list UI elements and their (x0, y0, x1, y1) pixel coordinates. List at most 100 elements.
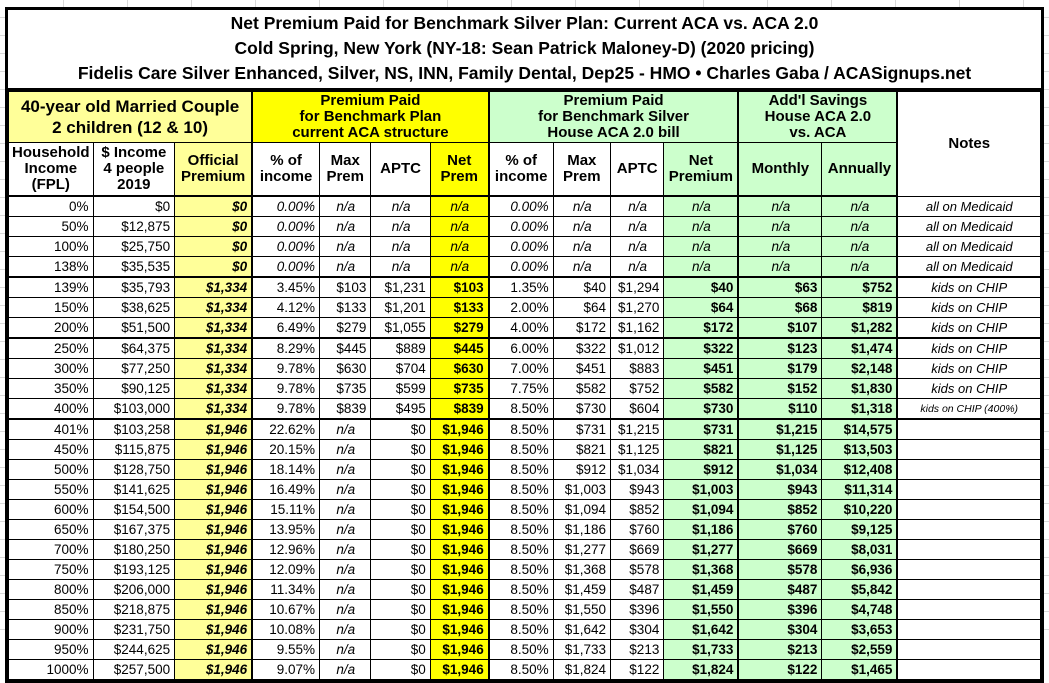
cell-aca-max-prem: n/a (319, 539, 372, 560)
cell-notes (896, 559, 1042, 580)
cell-aca2-pct-of-income: 8.50% (488, 519, 554, 540)
premium-comparison-table: Net Premium Paid for Benchmark Silver Pl… (5, 7, 1044, 683)
cell-fpl: 450% (8, 439, 94, 460)
table-title: Net Premium Paid for Benchmark Silver Pl… (8, 10, 1041, 91)
cell-fpl: 200% (8, 317, 94, 339)
cell-income-2019: $167,375 (92, 519, 176, 540)
cell-savings-monthly: $487 (737, 579, 823, 600)
cell-savings-monthly: $213 (737, 639, 823, 660)
cell-aca-max-prem: $839 (319, 398, 372, 420)
cell-aca-net-prem: n/a (429, 256, 490, 278)
column-header-aca-max-prem: Max Prem (319, 142, 372, 197)
cell-aca2-aptc: n/a (609, 216, 665, 237)
cell-notes: kids on CHIP (896, 358, 1042, 379)
cell-aca2-max-prem: $1,824 (552, 659, 612, 680)
cell-savings-monthly: $68 (737, 297, 823, 318)
cell-savings-annually: n/a (821, 256, 899, 278)
cell-aca2-net-premium: n/a (663, 256, 740, 278)
cell-aca2-net-premium: $1,094 (663, 499, 740, 520)
table-row: 550% $141,625 $1,946 16.49% n/a $0 $1,946 8.50%… (8, 479, 1042, 500)
cell-notes (896, 439, 1042, 460)
cell-aca2-max-prem: n/a (552, 256, 612, 278)
cell-aca2-net-premium: $912 (663, 459, 740, 480)
cell-savings-annually: $8,031 (821, 539, 899, 560)
cell-official-premium: $1,334 (174, 358, 254, 379)
cell-aca2-aptc: $487 (609, 579, 665, 600)
cell-aca-pct-of-income: 12.09% (251, 559, 321, 580)
cell-savings-annually: $1,830 (821, 378, 899, 399)
cell-aca2-net-premium: n/a (663, 236, 740, 257)
cell-official-premium: $1,946 (174, 459, 254, 480)
cell-aca2-net-premium: $821 (663, 439, 740, 460)
cell-aca2-max-prem: $821 (552, 439, 612, 460)
cell-aca2-net-premium: n/a (663, 195, 740, 217)
group-header-household: 40-year old Married Couple 2 children (1… (8, 91, 254, 143)
cell-savings-monthly: $63 (737, 276, 823, 298)
cell-official-premium: $1,334 (174, 317, 254, 339)
cell-official-premium: $0 (174, 236, 254, 257)
table-row: 250% $64,375 $1,334 8.29% $445 $889 $445 6.00% $… (8, 337, 1042, 359)
cell-notes (896, 539, 1042, 560)
cell-notes: kids on CHIP (896, 337, 1042, 359)
cell-savings-annually: $12,408 (821, 459, 899, 480)
cell-savings-monthly: $179 (737, 358, 823, 379)
column-header-fpl: Household Income (FPL) (8, 142, 94, 197)
group-header-row: 40-year old Married Couple 2 children (1… (8, 91, 1042, 197)
cell-official-premium: $1,946 (174, 659, 254, 680)
cell-fpl: 750% (8, 559, 94, 580)
cell-fpl: 150% (8, 297, 94, 318)
cell-aca2-net-premium: $1,642 (663, 619, 740, 640)
cell-aca2-max-prem: $40 (552, 276, 612, 298)
cell-aca-max-prem: n/a (319, 195, 372, 217)
cell-aca-net-prem: $1,946 (429, 599, 490, 620)
cell-aca2-pct-of-income: 2.00% (488, 297, 554, 318)
cell-income-2019: $141,625 (92, 479, 176, 500)
cell-aca-pct-of-income: 11.34% (251, 579, 321, 600)
cell-aca2-net-premium: $1,277 (663, 539, 740, 560)
cell-savings-monthly: $110 (737, 398, 823, 420)
column-header-income-2019: $ Income 4 people 2019 (92, 142, 176, 197)
cell-aca-aptc: $599 (370, 378, 431, 399)
cell-aca2-pct-of-income: 0.00% (488, 256, 554, 278)
cell-aca-aptc: $1,201 (370, 297, 431, 318)
cell-aca-net-prem: $1,946 (429, 519, 490, 540)
cell-aca-aptc: $1,055 (370, 317, 431, 339)
cell-savings-monthly: $123 (737, 337, 823, 359)
cell-aca2-max-prem: $172 (552, 317, 612, 339)
group-header-current-aca: Premium Paid for Benchmark Plan current … (251, 91, 490, 143)
cell-aca-aptc: $0 (370, 499, 431, 520)
cell-fpl: 0% (8, 195, 94, 217)
cell-aca2-net-premium: $1,186 (663, 519, 740, 540)
cell-aca2-aptc: $852 (609, 499, 665, 520)
cell-aca-net-prem: $1,946 (429, 499, 490, 520)
cell-official-premium: $0 (174, 195, 254, 217)
cell-notes (896, 519, 1042, 540)
cell-savings-annually: $4,748 (821, 599, 899, 620)
cell-savings-monthly: $396 (737, 599, 823, 620)
cell-aca-net-prem: $279 (429, 317, 490, 339)
cell-aca-pct-of-income: 9.78% (251, 398, 321, 420)
cell-fpl: 350% (8, 378, 94, 399)
cell-savings-annually: $9,125 (821, 519, 899, 540)
cell-aca-net-prem: $133 (429, 297, 490, 318)
cell-notes (896, 459, 1042, 480)
cell-fpl: 650% (8, 519, 94, 540)
cell-aca-net-prem: $1,946 (429, 659, 490, 680)
cell-aca-aptc: $704 (370, 358, 431, 379)
cell-notes: all on Medicaid (896, 216, 1042, 237)
cell-aca-net-prem: $839 (429, 398, 490, 420)
cell-aca-pct-of-income: 13.95% (251, 519, 321, 540)
cell-savings-monthly: $1,215 (737, 418, 823, 440)
cell-aca2-pct-of-income: 8.50% (488, 579, 554, 600)
cell-fpl: 950% (8, 639, 94, 660)
cell-aca-pct-of-income: 15.11% (251, 499, 321, 520)
cell-aca-net-prem: $445 (429, 337, 490, 359)
cell-official-premium: $1,946 (174, 639, 254, 660)
table-row: 850% $218,875 $1,946 10.67% n/a $0 $1,946 8.50%… (8, 599, 1042, 620)
cell-aca2-aptc: $883 (609, 358, 665, 379)
cell-income-2019: $25,750 (92, 236, 176, 257)
cell-official-premium: $1,946 (174, 519, 254, 540)
cell-aca2-max-prem: $1,642 (552, 619, 612, 640)
cell-aca-max-prem: n/a (319, 499, 372, 520)
